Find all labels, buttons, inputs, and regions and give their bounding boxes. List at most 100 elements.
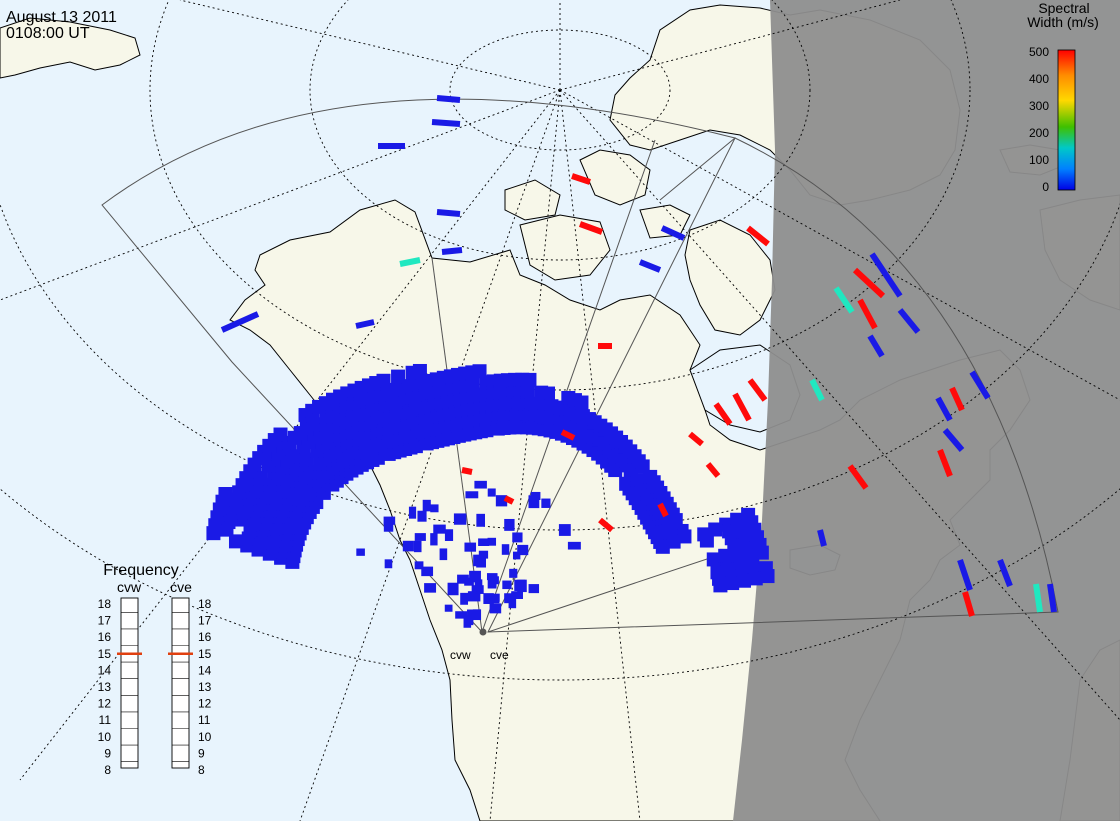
scatter-cell: [430, 504, 439, 513]
scatter-cell: [502, 580, 512, 590]
scatter-cell: [424, 583, 437, 593]
radar-label-cvw: cvw: [450, 648, 471, 662]
land-chukotka: [0, 17, 141, 79]
scatter-streak: [436, 95, 461, 103]
colorbar-tick-400: 400: [1029, 72, 1049, 86]
scatter-cell: [514, 579, 526, 591]
frequency-tick-left-10: 10: [98, 730, 112, 744]
scatter-streak: [833, 286, 855, 314]
frequency-tick-left-16: 16: [98, 630, 112, 644]
scatter-cell: [414, 533, 426, 541]
scatter-streak: [997, 558, 1013, 588]
meridian-10: [559, 0, 901, 91]
scatter-cell: [402, 540, 414, 552]
scatter-streak: [867, 334, 885, 358]
scatter-streak: [638, 259, 662, 273]
land-ellesmere: [579, 149, 651, 206]
scatter-cell: [754, 545, 769, 560]
scatter-cell: [453, 513, 467, 525]
meridian-2: [299, 89, 561, 821]
colorbar-title-1: Spectral: [1038, 0, 1089, 16]
scatter-cell: [444, 529, 454, 541]
scatter-streak: [399, 257, 421, 267]
frequency-column-cvw: [120, 597, 139, 769]
scatter-cell: [708, 522, 723, 537]
scatter-cell: [558, 524, 571, 536]
scatter-cell: [457, 574, 469, 584]
frequency-tick-left-14: 14: [98, 663, 112, 677]
scatter-cell: [464, 577, 474, 586]
frequency-tick-right-16: 16: [198, 630, 212, 644]
radar-site-marker: [479, 628, 487, 636]
scatter-streak: [847, 464, 869, 490]
scatter-cell: [342, 451, 357, 466]
scatter-streak: [355, 319, 375, 329]
scatter-streak: [852, 267, 886, 299]
meridian-5: [559, 89, 1120, 721]
colorbar: Spectral Width (m/s) 500 400 300 200 100 0: [1027, 0, 1099, 194]
scatter-cell: [760, 569, 775, 584]
land-devon-island: [639, 204, 691, 239]
scatter-cell: [413, 540, 422, 553]
scatter-cell: [433, 524, 446, 534]
colorbar-tick-300: 300: [1029, 99, 1049, 113]
scatter-cell: [706, 552, 721, 567]
scatter-cell: [408, 439, 423, 454]
frequency-tick-left-13: 13: [98, 680, 112, 694]
scatter-streak: [935, 396, 953, 422]
scatter-cell: [492, 593, 500, 602]
scatter-streak: [962, 591, 975, 617]
scatter-cell: [528, 584, 540, 594]
frequency-tick-right-12: 12: [198, 697, 212, 711]
scatter-cell: [422, 499, 431, 512]
scatter-streak: [942, 428, 965, 452]
scatter-cell: [472, 609, 482, 621]
radar-label-cve: cve: [490, 648, 509, 662]
scatter-cell: [517, 544, 529, 556]
scatter-cell: [504, 593, 513, 604]
fov-cvw-right-edge: [431, 257, 483, 633]
night-terminator: [733, 0, 1120, 821]
scatter-streak: [560, 429, 576, 441]
frequency-label-cvw: cvw: [117, 579, 142, 595]
scatter-streak: [949, 386, 965, 412]
scatter-cell: [447, 582, 459, 596]
frequency-title: Frequency: [103, 562, 179, 579]
scatter-cell: [383, 516, 396, 525]
scatter-cell: [356, 548, 365, 556]
frequency-tick-left-11: 11: [99, 713, 112, 727]
colorbar-tick-500: 500: [1029, 45, 1049, 59]
scatter-cell: [376, 373, 391, 388]
scatter-cell: [748, 571, 763, 586]
scatter-cell: [474, 579, 483, 592]
scatter-streak: [441, 247, 463, 255]
scatter-cell: [417, 510, 427, 522]
scatter-streak: [705, 462, 721, 478]
radar-sites: cvw cve: [450, 628, 509, 662]
scatter-streak: [598, 517, 614, 533]
scatter-streak: [817, 529, 827, 547]
scatter-cell: [444, 604, 453, 612]
scatter-streak: [571, 173, 591, 185]
scatter-cell: [469, 591, 477, 600]
meridian-7: [179, 0, 561, 91]
scatter-cell: [666, 534, 681, 549]
time-text: 0108:00 UT: [6, 25, 90, 42]
land-victoria-island: [519, 214, 611, 281]
scatter-cell: [465, 491, 479, 499]
scatter-streak: [1033, 583, 1043, 613]
scatter-cell: [668, 513, 683, 528]
fov-cvw: [101, 98, 737, 633]
frequency-column-cve: [171, 597, 190, 769]
land-baffin-island: [684, 219, 776, 336]
frequency-tick-left-9: 9: [104, 746, 111, 760]
scatter-streak: [869, 252, 903, 298]
radar-scatter: [206, 95, 1057, 628]
scatter-cell: [677, 529, 692, 544]
meridian-1: [19, 89, 561, 781]
scatter-streak: [461, 467, 473, 475]
scatter-cell: [439, 548, 448, 561]
scatter-cell: [414, 561, 424, 570]
scatter-cell: [504, 518, 515, 531]
